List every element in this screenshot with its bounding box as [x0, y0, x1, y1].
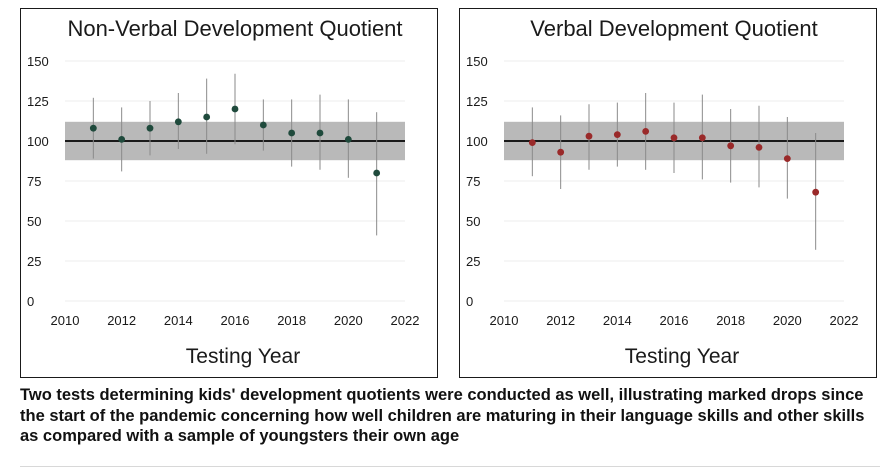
verbal-chart: Verbal Development Quotient 0 25 50 75 100 125… [466, 16, 859, 368]
caption: Two tests determining kids' development … [20, 386, 865, 445]
verbal-y-tick-label: 125 [466, 94, 488, 109]
nonverbal-y-tick-label: 25 [27, 254, 41, 269]
verbal-y-tick-label: 50 [466, 214, 480, 229]
verbal-x-tick-label: 2020 [773, 313, 802, 328]
nonverbal-y-tick-label: 125 [27, 94, 49, 109]
nonverbal-y-tick-label: 75 [27, 174, 41, 189]
verbal-data-point [557, 148, 565, 156]
nonverbal-x-tick-label: 2014 [164, 313, 193, 328]
nonverbal-chart-title: Non-Verbal Development Quotient [67, 16, 402, 41]
verbal-x-tick-label: 2014 [603, 313, 632, 328]
nonverbal-data-point [118, 136, 126, 143]
nonverbal-y-tick-label: 150 [27, 54, 49, 69]
nonverbal-x-axis-title: Testing Year [186, 345, 300, 368]
nonverbal-data-point [259, 121, 267, 129]
verbal-data-point [698, 134, 706, 142]
verbal-y-tick-label: 0 [466, 294, 473, 309]
verbal-chart-panel: Verbal Development Quotient 0 25 50 75 100 125… [459, 8, 877, 378]
verbal-y-tick-label: 100 [466, 134, 488, 149]
verbal-data-point [727, 142, 735, 150]
nonverbal-data-point [203, 113, 211, 121]
nonverbal-chart-panel: Non-Verbal Development Quotient 0 25 50 75 10… [20, 8, 438, 378]
verbal-x-tick-label: 2018 [716, 313, 745, 328]
verbal-data-point [585, 132, 593, 140]
verbal-data-point [613, 131, 621, 138]
verbal-x-axis-title: Testing Year [625, 345, 739, 368]
verbal-y-tick-label: 150 [466, 54, 488, 69]
nonverbal-y-tick-label: 0 [27, 294, 34, 309]
nonverbal-x-tick-label: 2016 [221, 313, 250, 328]
nonverbal-x-tick-label: 2020 [334, 313, 363, 328]
nonverbal-x-tick-label: 2010 [51, 313, 80, 328]
nonverbal-chart: Non-Verbal Development Quotient 0 25 50 75 10… [27, 16, 420, 368]
bottom-divider [20, 466, 880, 467]
nonverbal-y-tick-label: 50 [27, 214, 41, 229]
nonverbal-x-tick-label: 2012 [107, 313, 136, 328]
nonverbal-data-point [146, 124, 154, 132]
nonverbal-x-tick-label: 2018 [277, 313, 306, 328]
verbal-data-point [642, 128, 650, 135]
nonverbal-data-point [373, 169, 381, 177]
verbal-x-tick-label: 2022 [830, 313, 859, 328]
verbal-data-point [755, 144, 763, 151]
nonverbal-data-point [344, 136, 352, 143]
verbal-data-point [528, 139, 536, 147]
nonverbal-data-point [174, 118, 182, 126]
nonverbal-data-point [288, 129, 296, 137]
verbal-x-tick-label: 2016 [660, 313, 689, 328]
nonverbal-x-tick-label: 2022 [391, 313, 420, 328]
verbal-data-point [670, 134, 678, 142]
verbal-y-tick-label: 75 [466, 174, 480, 189]
nonverbal-y-tick-label: 100 [27, 134, 49, 149]
verbal-x-tick-label: 2012 [546, 313, 575, 328]
verbal-data-point [783, 155, 791, 163]
nonverbal-data-point [89, 124, 97, 132]
verbal-data-point [812, 188, 820, 196]
verbal-y-tick-label: 25 [466, 254, 480, 269]
nonverbal-data-point [316, 129, 324, 137]
nonverbal-data-point [231, 105, 239, 113]
verbal-x-tick-label: 2010 [490, 313, 519, 328]
verbal-chart-title: Verbal Development Quotient [530, 16, 817, 41]
